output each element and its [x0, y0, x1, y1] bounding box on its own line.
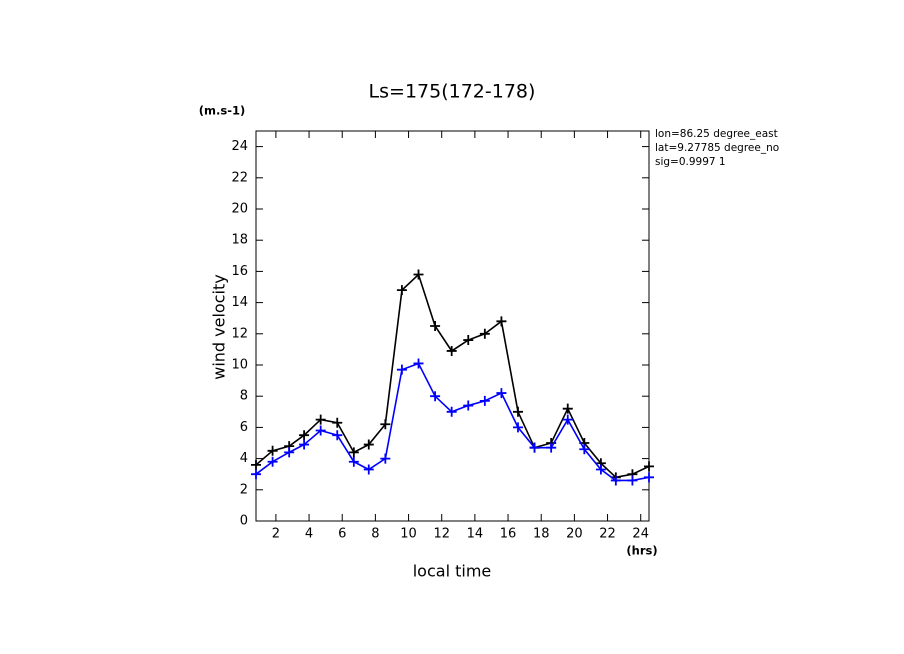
marker — [413, 358, 424, 369]
marker — [529, 442, 540, 453]
y-tick-label: 14 — [231, 295, 248, 310]
x-tick-label: 8 — [371, 527, 379, 542]
x-tick-label: 24 — [632, 527, 649, 542]
y-tick-label: 0 — [240, 514, 248, 529]
marker — [479, 328, 490, 339]
marker — [610, 475, 621, 486]
marker — [396, 364, 407, 375]
marker — [479, 395, 490, 406]
marker — [251, 469, 261, 480]
y-axis-label: wind velocity — [210, 274, 229, 379]
y-tick-label: 8 — [240, 389, 248, 404]
marker — [363, 464, 374, 475]
y-tick-label: 18 — [231, 233, 248, 248]
marker — [267, 445, 278, 456]
marker — [315, 414, 326, 425]
marker — [496, 316, 507, 327]
marker — [396, 285, 407, 296]
annotation: lon=86.25 degree_east — [655, 128, 778, 140]
marker — [284, 447, 295, 458]
marker — [446, 406, 457, 417]
marker — [463, 400, 474, 411]
marker — [348, 456, 359, 467]
y-tick-label: 12 — [231, 326, 248, 341]
x-tick-label: 2 — [272, 527, 280, 542]
x-axis-label: local time — [413, 562, 492, 581]
marker — [562, 403, 573, 414]
y-tick-label: 24 — [231, 139, 248, 154]
marker — [546, 442, 557, 453]
marker — [579, 444, 590, 455]
marker — [380, 419, 391, 430]
marker — [348, 447, 359, 458]
x-tick-label: 6 — [338, 527, 346, 542]
annotation: lat=9.27785 degree_north — [655, 142, 794, 154]
annotation: sig=0.9997 1 — [655, 156, 726, 168]
marker — [413, 269, 424, 280]
marker — [562, 414, 573, 425]
marker — [299, 439, 310, 450]
x-tick-label: 18 — [533, 527, 550, 542]
marker — [430, 391, 441, 402]
x-tick-label: 20 — [566, 527, 583, 542]
x-unit: (hrs) — [626, 544, 657, 558]
marker — [496, 388, 507, 399]
annotations: lon=86.25 degree_east lat=9.27785 degree… — [655, 128, 794, 168]
marker — [299, 430, 310, 441]
marker — [644, 472, 654, 483]
marker — [627, 475, 638, 486]
marker — [513, 422, 523, 433]
plot-frame — [255, 130, 650, 522]
chart-title: Ls=175(172-178) — [369, 81, 536, 103]
series-line — [255, 362, 650, 482]
marker — [332, 417, 343, 428]
x-tick-label: 16 — [500, 527, 517, 542]
marker — [430, 321, 441, 331]
marker — [513, 406, 523, 417]
marker — [267, 456, 278, 467]
y-tick-label: 10 — [231, 358, 248, 373]
x-tick-label: 10 — [400, 527, 417, 542]
marker — [595, 464, 606, 475]
marker — [644, 461, 654, 472]
y-unit: (m.s-1) — [199, 104, 245, 118]
marker — [251, 459, 261, 470]
x-tick-label: 4 — [305, 527, 313, 542]
marker — [332, 430, 343, 441]
x-tick-label: 14 — [467, 527, 484, 542]
marker — [363, 439, 374, 450]
x-tick-label: 22 — [599, 527, 616, 542]
y-tick-label: 22 — [231, 170, 248, 185]
x-tick-label: 12 — [433, 527, 450, 542]
marker — [380, 453, 391, 464]
series-line — [255, 273, 650, 479]
marker — [463, 335, 474, 346]
y-tick-label: 2 — [240, 482, 248, 497]
y-tick-label: 4 — [240, 451, 248, 466]
marker — [315, 425, 326, 436]
y-tick-label: 20 — [231, 202, 248, 217]
y-tick-label: 16 — [231, 264, 248, 279]
marker — [446, 345, 457, 356]
y-tick-label: 6 — [240, 420, 248, 435]
